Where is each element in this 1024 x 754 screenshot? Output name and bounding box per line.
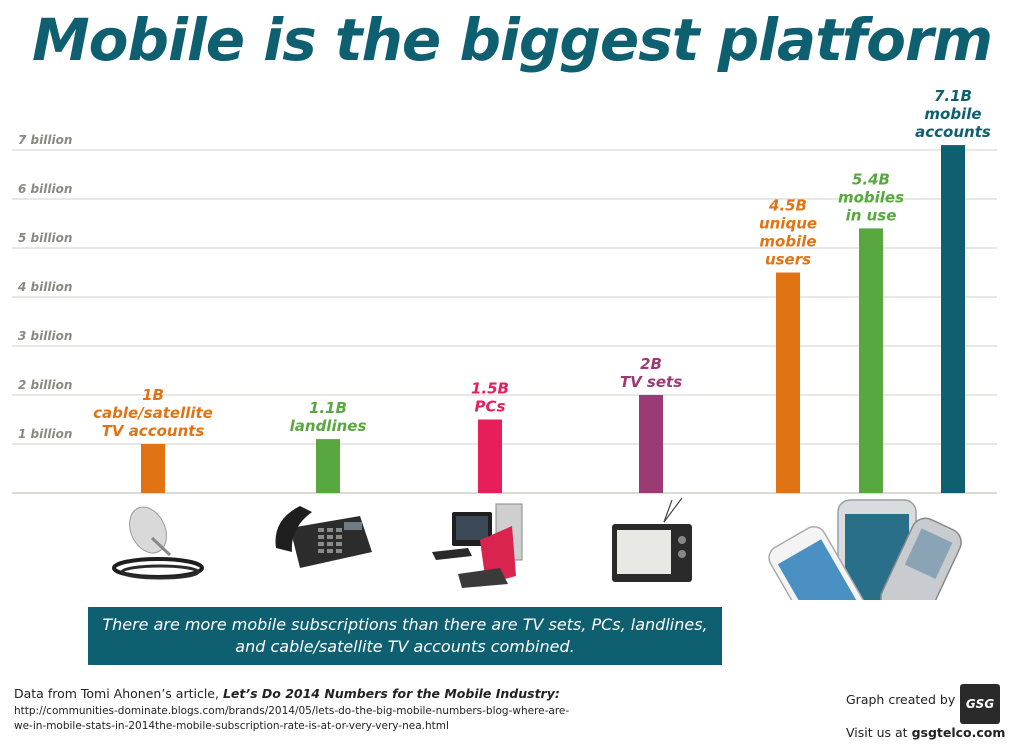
- bar: [941, 145, 965, 493]
- y-tick-label: 2 billion: [18, 378, 72, 392]
- bar-data-label: 1.1B: [309, 399, 347, 417]
- bar-data-label: 7.1B: [934, 87, 972, 105]
- visit-prefix: Visit us at: [846, 725, 912, 740]
- bar-data-label: mobile: [759, 233, 816, 251]
- bar-data-label: 2B: [640, 355, 662, 373]
- y-tick-label: 1 billion: [18, 427, 72, 441]
- page-title: Mobile is the biggest platform: [31, 6, 993, 74]
- bar-data-label: unique: [759, 215, 817, 233]
- bar-data-label: 1B: [142, 386, 164, 404]
- bar-data-label: landlines: [290, 417, 367, 435]
- summary-callout: There are more mobile subscriptions than…: [88, 607, 722, 665]
- bar-data-label: 5.4B: [852, 170, 890, 188]
- site-link[interactable]: gsgtelco.com: [911, 725, 1006, 740]
- bar: [639, 395, 663, 493]
- bar: [859, 228, 883, 493]
- bar-data-label: mobiles: [838, 188, 904, 206]
- y-tick-label: 6 billion: [18, 182, 72, 196]
- source-url[interactable]: http://communities-dominate.blogs.com/br…: [14, 704, 694, 734]
- mobile-phones-icon: [768, 499, 962, 600]
- bar-data-label: mobile: [924, 105, 981, 123]
- desk-phone-icon: [275, 506, 372, 568]
- bar: [316, 439, 340, 493]
- satellite-dish-icon: [112, 506, 204, 580]
- bar-chart: 1 billion 2 billion 3 billion 4 billion 5 bi…: [12, 87, 997, 600]
- bar: [776, 272, 800, 493]
- bar-data-label: TV sets: [620, 373, 682, 391]
- source-article-title: Let’s Do 2014 Numbers for the Mobile Ind…: [222, 686, 560, 701]
- bar-data-label: users: [765, 251, 811, 269]
- bar-data-label: accounts: [915, 123, 991, 141]
- bar-data-label: 1.5B: [471, 380, 509, 398]
- bar-data-label: 4.5B: [768, 197, 807, 215]
- data-source: Data from Tomi Ahonen’s article, Let’s D…: [14, 686, 694, 734]
- bar-data-label: TV accounts: [102, 422, 205, 440]
- desktop-pc-icon: [432, 503, 523, 588]
- tv-set-icon: [612, 497, 692, 582]
- visit-line: Visit us at gsgtelco.com: [846, 725, 1005, 740]
- credit-label: Graph created by: [846, 692, 956, 707]
- bar-data-label: in use: [846, 206, 897, 224]
- y-tick-label: 3 billion: [18, 329, 72, 343]
- y-tick-label: 5 billion: [18, 231, 72, 245]
- source-url-line-2[interactable]: we-in-mobile-stats-in-2014the-mobile-sub…: [14, 720, 449, 732]
- source-citation: Data from Tomi Ahonen’s article, Let’s D…: [14, 686, 694, 701]
- gsg-logo: GSG: [960, 684, 1000, 724]
- bar-data-label: cable/satellite: [93, 404, 213, 422]
- source-url-line-1[interactable]: http://communities-dominate.blogs.com/br…: [14, 705, 570, 717]
- y-tick-label: 4 billion: [17, 280, 72, 294]
- bar: [478, 419, 502, 493]
- y-tick-label: 7 billion: [18, 133, 72, 147]
- logo-text: GSG: [965, 697, 995, 711]
- bar-data-label: PCs: [475, 398, 506, 416]
- source-prefix: Data from Tomi Ahonen’s article,: [14, 686, 223, 701]
- bar: [141, 444, 165, 493]
- callout-text: There are more mobile subscriptions than…: [102, 615, 708, 656]
